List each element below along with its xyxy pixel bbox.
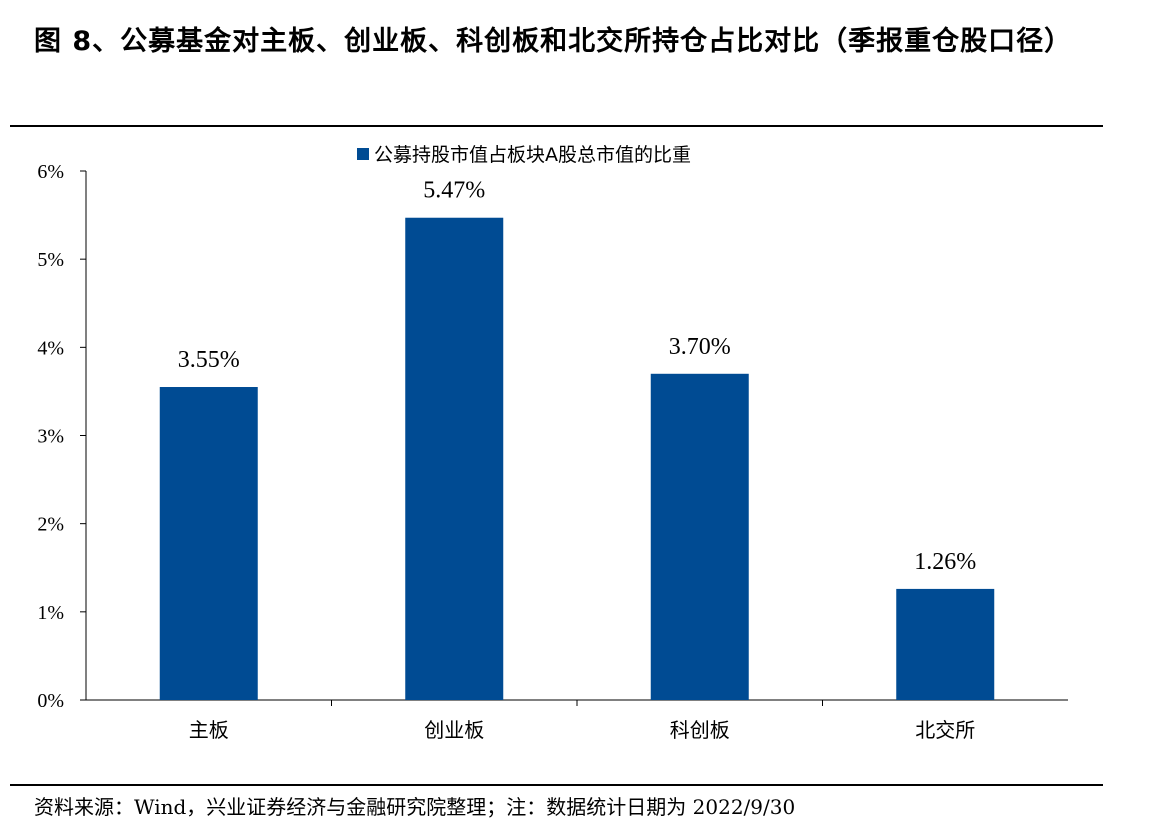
legend-label: 公募持股市值占板块A股总市值的比重 [374,144,691,166]
legend: 公募持股市值占板块A股总市值的比重 [357,144,691,166]
data-labels: 3.55% 5.47% 3.70% 1.26% [178,178,977,575]
legend-swatch [357,148,369,160]
y-tick-label: 6% [37,161,64,183]
bar [159,387,258,700]
x-tick-label: 主板 [189,718,229,742]
y-tick-label: 3% [37,426,64,448]
y-tick-label: 0% [37,690,64,712]
x-axis: 主板 创业板 科创板 北交所 [86,699,1068,742]
bottom-rule [10,784,1103,786]
bar [896,588,995,700]
data-label: 3.55% [178,347,240,373]
bar [650,373,749,700]
x-tick-label: 科创板 [670,718,730,742]
bar [405,217,504,700]
bar-chart: 公募持股市值占板块A股总市值的比重 0% 1% 2% 3% 4% 5% 6% 主板 创业板 科创… [37,144,1068,742]
x-tick-label: 创业板 [424,718,484,742]
top-rule [10,125,1103,127]
y-tick-label: 1% [37,602,64,624]
y-axis: 0% 1% 2% 3% 4% 5% 6% [37,161,87,712]
data-label: 1.26% [914,549,976,575]
data-label: 3.70% [669,334,731,360]
x-tick-label: 北交所 [915,718,975,742]
data-label: 5.47% [423,178,485,204]
y-tick-label: 5% [37,249,64,271]
bars [159,217,995,700]
figure-title: 图 8、公募基金对主板、创业板、科创板和北交所持仓占比对比（季报重仓股口径） [34,26,1073,57]
y-tick-label: 2% [37,514,64,536]
source-note: 资料来源：Wind，兴业证券经济与金融研究院整理；注：数据统计日期为 2022/… [34,795,796,819]
y-tick-label: 4% [37,337,64,359]
